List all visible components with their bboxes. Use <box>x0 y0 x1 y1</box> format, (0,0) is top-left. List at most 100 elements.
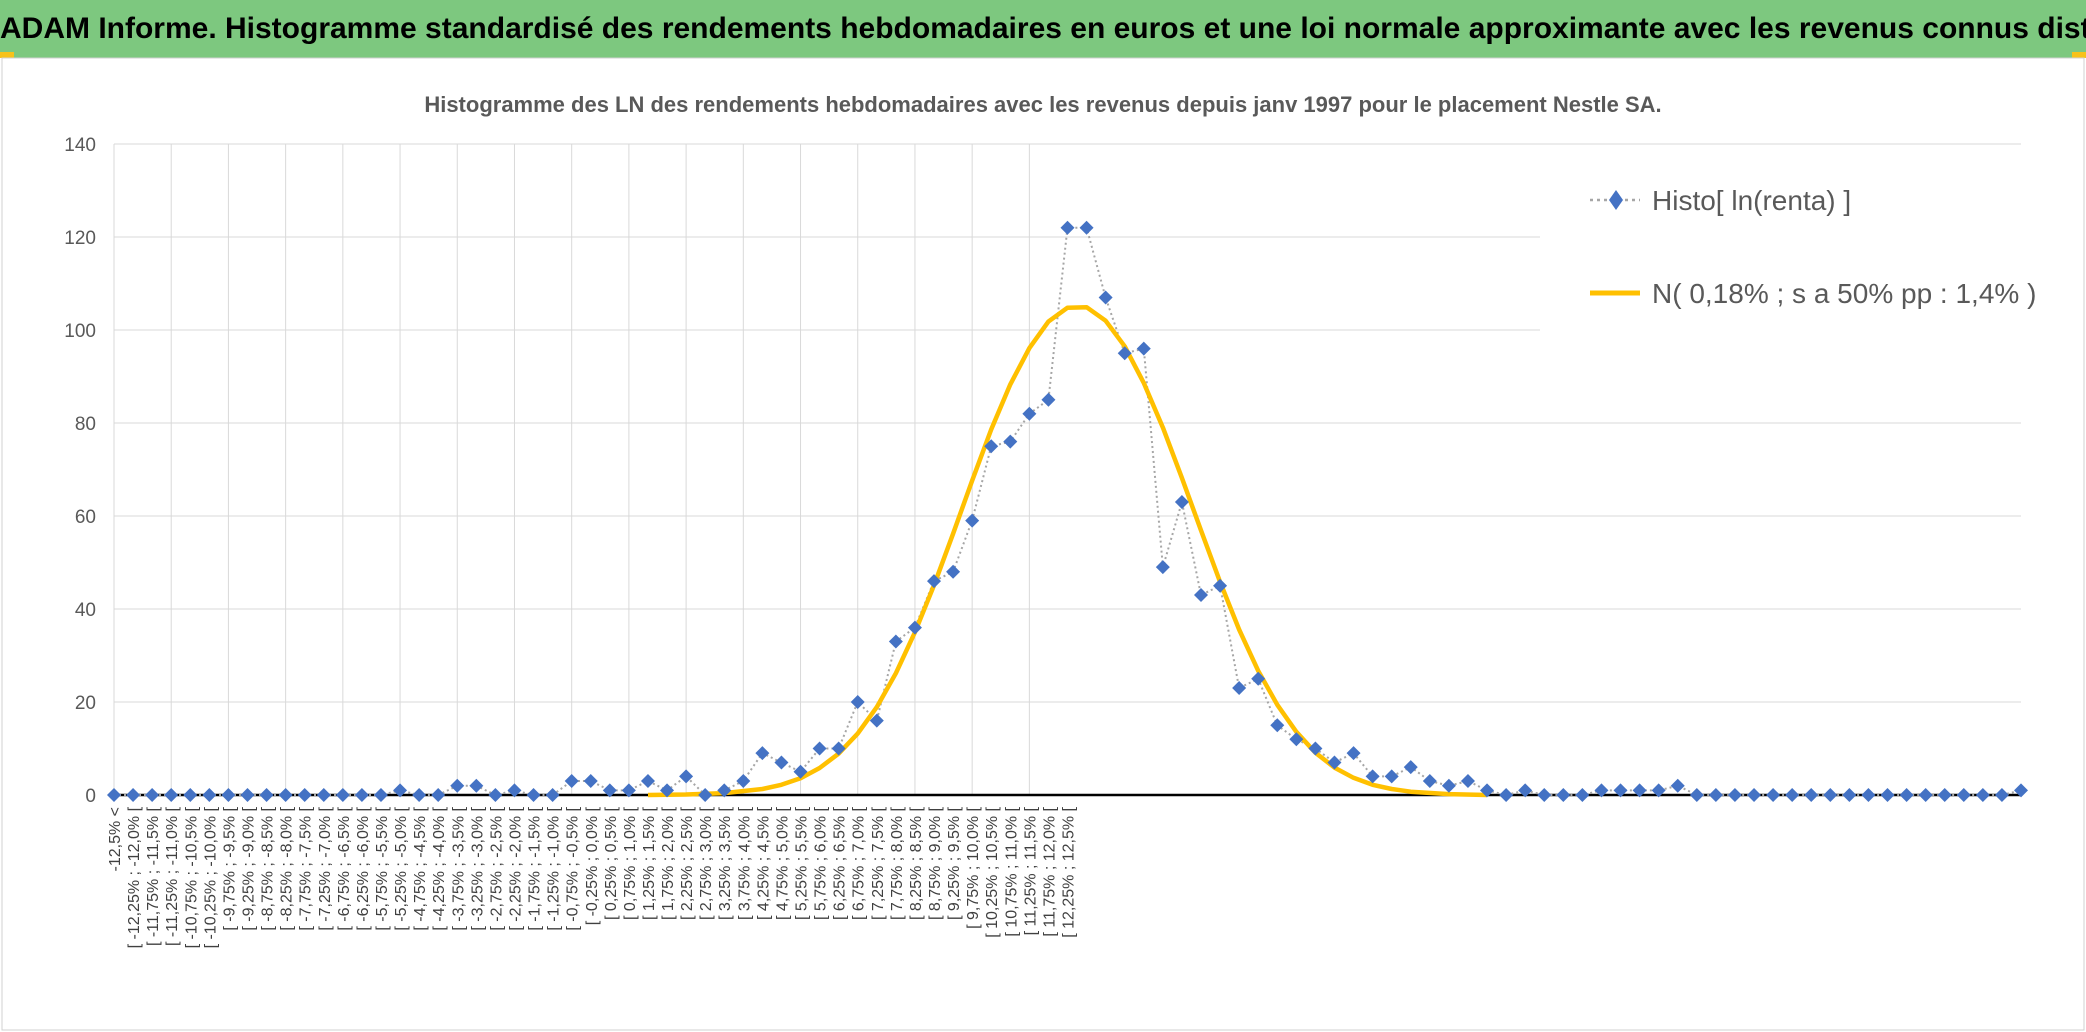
x-tick-label: -12,5% < <box>107 807 124 871</box>
histo-point <box>259 788 274 802</box>
histo-point <box>1155 560 1170 575</box>
histo-point <box>1651 783 1666 798</box>
x-tick-label: [ -7,25% ; -7,0% [ <box>317 806 334 930</box>
histo-point <box>1766 788 1781 802</box>
histo-point <box>221 788 236 802</box>
histo-point <box>1403 760 1418 775</box>
histo-point <box>202 788 217 802</box>
x-tick-label: [ 1,25% ; 1,5% [ <box>641 806 658 920</box>
histo-point <box>1460 774 1475 789</box>
histo-point <box>107 788 121 802</box>
histo-point <box>1041 392 1056 407</box>
histo-point <box>316 788 331 802</box>
x-tick-label: [ 9,25% ; 9,5% [ <box>946 806 963 920</box>
x-tick-label: [ -5,75% ; -5,5% [ <box>374 806 391 930</box>
histo-point <box>488 788 503 802</box>
histo-point <box>335 788 350 802</box>
histo-point <box>297 788 312 802</box>
x-tick-label: [ 5,25% ; 5,5% [ <box>794 806 811 920</box>
histo-point <box>698 788 713 802</box>
x-tick-label: [ 10,75% ; 11,0% [ <box>1003 806 1020 936</box>
axes: 0 20 40 60 80 100 120 140 -12,5% <[ -12,25% ; -1… <box>64 135 2021 948</box>
histo-point <box>1308 741 1323 756</box>
histo-point <box>965 513 980 528</box>
histo-point <box>1499 788 1514 802</box>
histo-point <box>660 783 675 798</box>
histo-point <box>278 788 293 802</box>
histo-point <box>736 774 751 789</box>
histo-point <box>793 764 808 779</box>
x-tick-label: [ 7,25% ; 7,5% [ <box>870 806 887 920</box>
histo-point <box>717 783 732 798</box>
histo-point <box>1174 495 1189 510</box>
histo-point <box>1422 774 1437 789</box>
histo-point <box>450 778 465 793</box>
histo-point <box>1785 788 1800 802</box>
x-tick-label: [ 11,25% ; 11,5% [ <box>1022 806 1039 935</box>
histo-point <box>812 741 827 756</box>
histo-point <box>469 778 484 793</box>
x-tick-label: [ 8,75% ; 9,0% [ <box>927 806 944 920</box>
histo-point <box>1632 783 1647 798</box>
x-tick-label: [ 8,25% ; 8,5% [ <box>908 806 925 920</box>
x-tick-label: [ -0,75% ; -0,5% [ <box>565 806 582 930</box>
x-tick-label: [ -4,75% ; -4,5% [ <box>412 806 429 930</box>
histo-point <box>1117 346 1132 361</box>
histo-point <box>183 788 198 802</box>
x-tick-label: [ 5,75% ; 6,0% [ <box>813 806 830 920</box>
x-tick-label: [ -4,25% ; -4,0% [ <box>431 806 448 930</box>
histo-point <box>1270 718 1285 733</box>
y-tick-label: 40 <box>75 600 96 621</box>
histo-point <box>1136 341 1151 356</box>
histo-point <box>1003 434 1018 449</box>
histo-point <box>1556 788 1571 802</box>
histo-point <box>240 788 255 802</box>
x-tick-label: [ 11,75% ; 12,0% [ <box>1041 806 1058 936</box>
histo-point <box>393 783 408 798</box>
plot-series <box>107 220 2028 802</box>
x-tick-label: [ -11,25% ; -11,0% [ <box>164 806 181 946</box>
x-tick-label: [ -10,75% ; -10,5% [ <box>183 806 200 948</box>
histo-point <box>1327 755 1342 770</box>
x-tick-label: [ -11,75% ; -11,5% [ <box>145 806 162 946</box>
histo-point <box>1251 671 1266 686</box>
histo-point <box>907 620 922 635</box>
x-tick-label: [ -12,25% ; -12,0% [ <box>126 806 143 948</box>
x-tick-label: [ 7,75% ; 8,0% [ <box>889 806 906 920</box>
corner-accent-right <box>2072 52 2086 58</box>
histo-point <box>1899 788 1914 802</box>
histo-point <box>545 788 560 802</box>
x-tick-label: [ 0,25% ; 0,5% [ <box>603 806 620 920</box>
histo-point <box>1670 778 1685 793</box>
histo-point <box>1193 588 1208 603</box>
x-tick-label: [ 4,75% ; 5,0% [ <box>774 806 791 920</box>
x-tick-label: [ -9,25% ; -9,0% [ <box>240 806 257 930</box>
histo-point <box>888 634 903 649</box>
histo-point <box>1365 769 1380 784</box>
histo-point <box>1937 788 1952 802</box>
histo-point <box>1975 788 1990 802</box>
histo-point <box>1079 220 1094 235</box>
x-tick-label: [ -8,75% ; -8,5% [ <box>260 806 277 930</box>
x-tick-label: [ 2,75% ; 3,0% [ <box>698 806 715 920</box>
normal-curve-line <box>647 304 1488 798</box>
histo-point <box>679 769 694 784</box>
histo-point <box>507 783 522 798</box>
legend-background <box>1540 158 2070 338</box>
x-tick-label: [ -2,25% ; -2,0% [ <box>507 806 524 930</box>
histo-point <box>1441 778 1456 793</box>
x-tick-label: [ -3,25% ; -3,0% [ <box>469 806 486 930</box>
x-tick-label: [ -7,75% ; -7,5% [ <box>298 806 315 930</box>
histo-point <box>1346 746 1361 761</box>
histo-point <box>640 774 655 789</box>
histo-point <box>1804 788 1819 802</box>
y-tick-label: 60 <box>75 507 96 528</box>
histo-point <box>831 741 846 756</box>
histo-point <box>2014 783 2028 798</box>
histo-point <box>164 788 179 802</box>
histo-point <box>1727 788 1742 802</box>
x-tick-label: [ 10,25% ; 10,5% [ <box>984 806 1001 937</box>
histo-point <box>1880 788 1895 802</box>
histo-point <box>869 713 884 728</box>
